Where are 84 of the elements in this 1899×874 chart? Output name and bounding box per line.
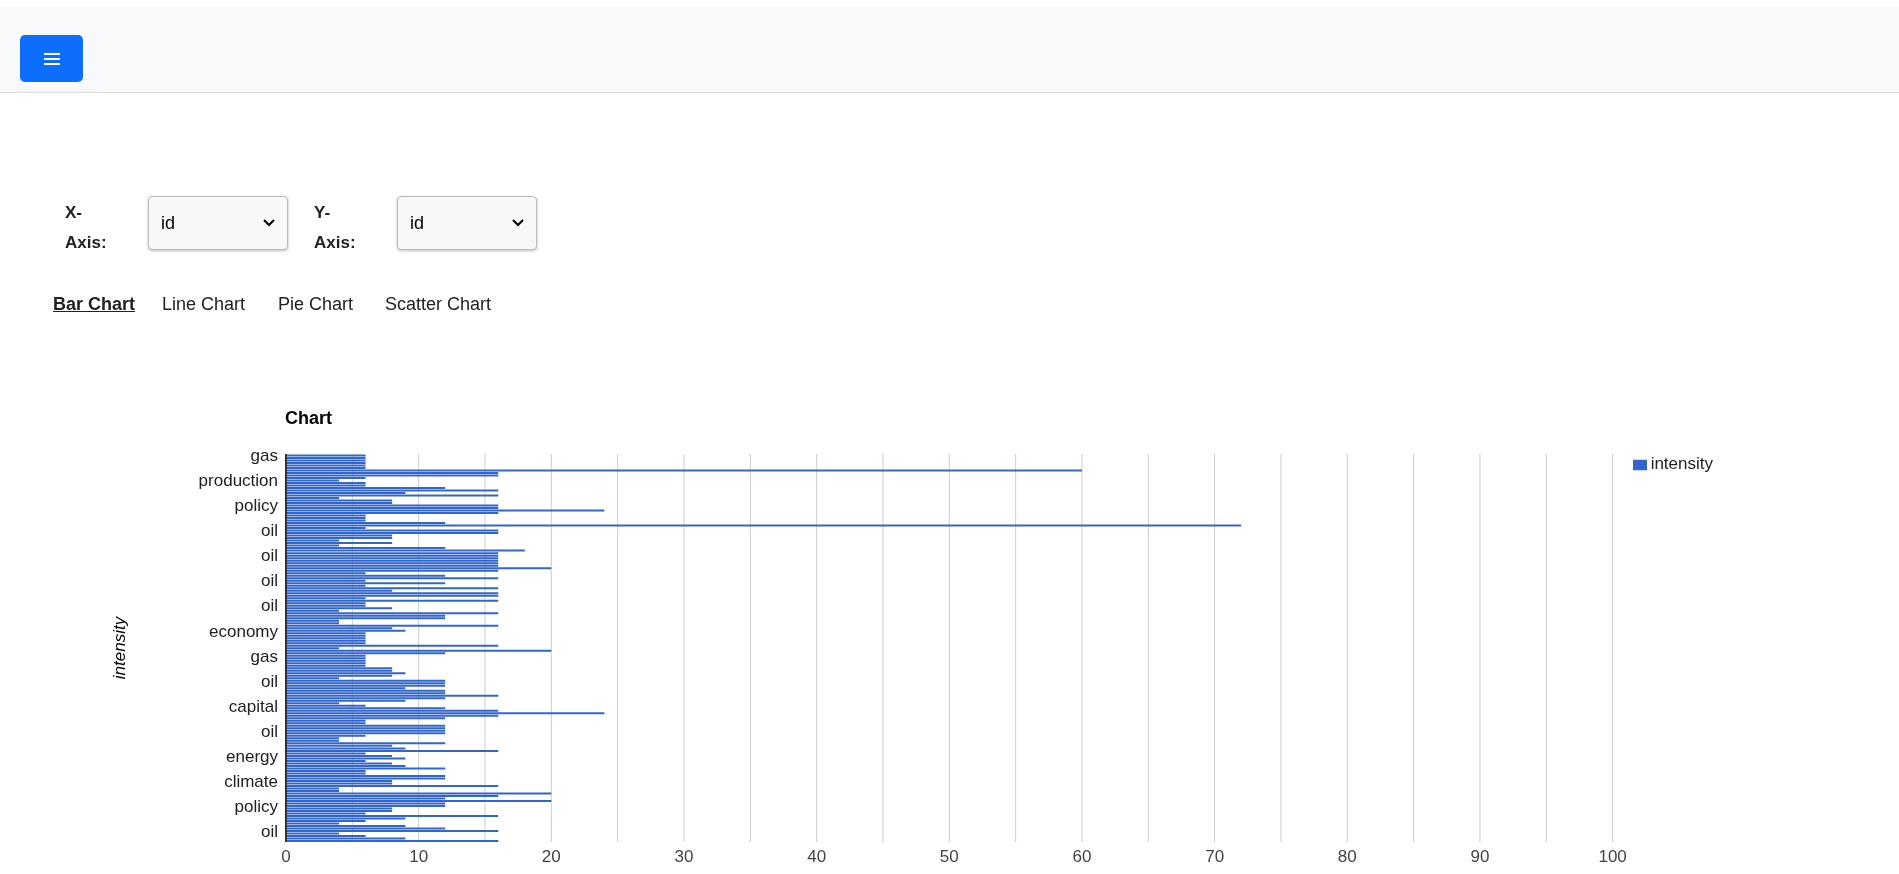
y-tick-label: gas bbox=[250, 446, 278, 466]
y-tick-label: oil bbox=[260, 571, 278, 591]
x-tick-label: 30 bbox=[674, 847, 694, 867]
x-tick-label: 100 bbox=[1598, 847, 1627, 867]
bar bbox=[286, 577, 499, 580]
bar bbox=[286, 532, 499, 535]
bar bbox=[286, 607, 393, 610]
bar bbox=[286, 829, 499, 832]
bar bbox=[286, 457, 366, 459]
bar bbox=[286, 549, 525, 552]
bar bbox=[286, 724, 446, 727]
chart-title: Chart bbox=[285, 408, 333, 429]
x-tick-label: 80 bbox=[1337, 847, 1357, 867]
bar bbox=[286, 840, 499, 842]
bar bbox=[286, 629, 406, 632]
bar bbox=[286, 784, 499, 787]
y-tick-label: oil bbox=[260, 721, 278, 741]
y-tick-label: climate bbox=[224, 771, 278, 791]
y-tick-label: energy bbox=[226, 746, 279, 766]
y-tick-label: capital bbox=[228, 696, 278, 716]
bar bbox=[286, 524, 1242, 527]
y-tick-label: economy bbox=[209, 621, 279, 641]
bar bbox=[286, 672, 406, 675]
x-tick-label: 20 bbox=[541, 847, 561, 867]
bar bbox=[286, 799, 552, 802]
text: Scatter Chart bbox=[385, 294, 492, 315]
bar bbox=[286, 454, 366, 457]
y-tick-label: gas bbox=[250, 646, 278, 666]
bar bbox=[286, 599, 499, 602]
y-tick-label: oil bbox=[260, 671, 278, 691]
bar bbox=[286, 499, 393, 502]
x-tick-label: 50 bbox=[939, 847, 959, 867]
bar bbox=[286, 587, 499, 590]
bar bbox=[286, 612, 499, 615]
x-tick-label: 60 bbox=[1072, 847, 1092, 867]
text: Bar Chart bbox=[53, 294, 136, 315]
bar bbox=[286, 542, 393, 545]
bar bbox=[286, 694, 499, 697]
x-tick-label: 0 bbox=[281, 847, 291, 867]
y-axis-title: intensity bbox=[110, 616, 130, 680]
text: Line Chart bbox=[162, 294, 246, 315]
bar bbox=[286, 757, 406, 760]
bar bbox=[286, 494, 499, 497]
bar bbox=[286, 617, 446, 620]
bar bbox=[286, 749, 499, 752]
y-tick-label: oil bbox=[260, 546, 278, 566]
bar bbox=[286, 567, 552, 570]
bar bbox=[286, 732, 446, 735]
bar bbox=[286, 582, 446, 585]
y-tick-label: oil bbox=[260, 821, 278, 841]
bar bbox=[286, 712, 605, 715]
text: X-Axis: bbox=[65, 202, 108, 254]
bar bbox=[286, 489, 499, 492]
y-tick-label: oil bbox=[260, 521, 278, 541]
bar bbox=[286, 742, 446, 745]
x-tick-label: 70 bbox=[1205, 847, 1225, 867]
x-tick-label: 10 bbox=[409, 847, 429, 867]
bar bbox=[286, 469, 1082, 472]
y-tick-label: policy bbox=[234, 496, 279, 516]
bar bbox=[286, 644, 499, 647]
bar bbox=[286, 529, 499, 532]
x-tick-label: 40 bbox=[807, 847, 827, 867]
bar bbox=[286, 537, 393, 540]
bar bbox=[286, 792, 552, 795]
bar bbox=[286, 624, 499, 627]
y-tick-label: production bbox=[198, 471, 278, 491]
legend-label: intensity bbox=[1650, 454, 1713, 473]
y-tick-label: oil bbox=[260, 596, 278, 616]
text: Y-Axis: bbox=[314, 202, 357, 254]
bar bbox=[286, 777, 446, 780]
bar bbox=[286, 679, 446, 682]
x-tick-label: 90 bbox=[1470, 847, 1490, 867]
bar bbox=[286, 814, 499, 817]
text: Pie Chart bbox=[278, 294, 354, 315]
bar bbox=[286, 774, 446, 777]
y-tick-label: policy bbox=[234, 796, 279, 816]
text: id bbox=[161, 212, 176, 234]
text: id bbox=[410, 212, 425, 234]
bar bbox=[286, 649, 552, 652]
bar bbox=[286, 504, 499, 507]
bar bbox=[286, 767, 446, 770]
bar bbox=[286, 689, 446, 692]
bar bbox=[286, 459, 366, 462]
bar bbox=[286, 509, 605, 512]
